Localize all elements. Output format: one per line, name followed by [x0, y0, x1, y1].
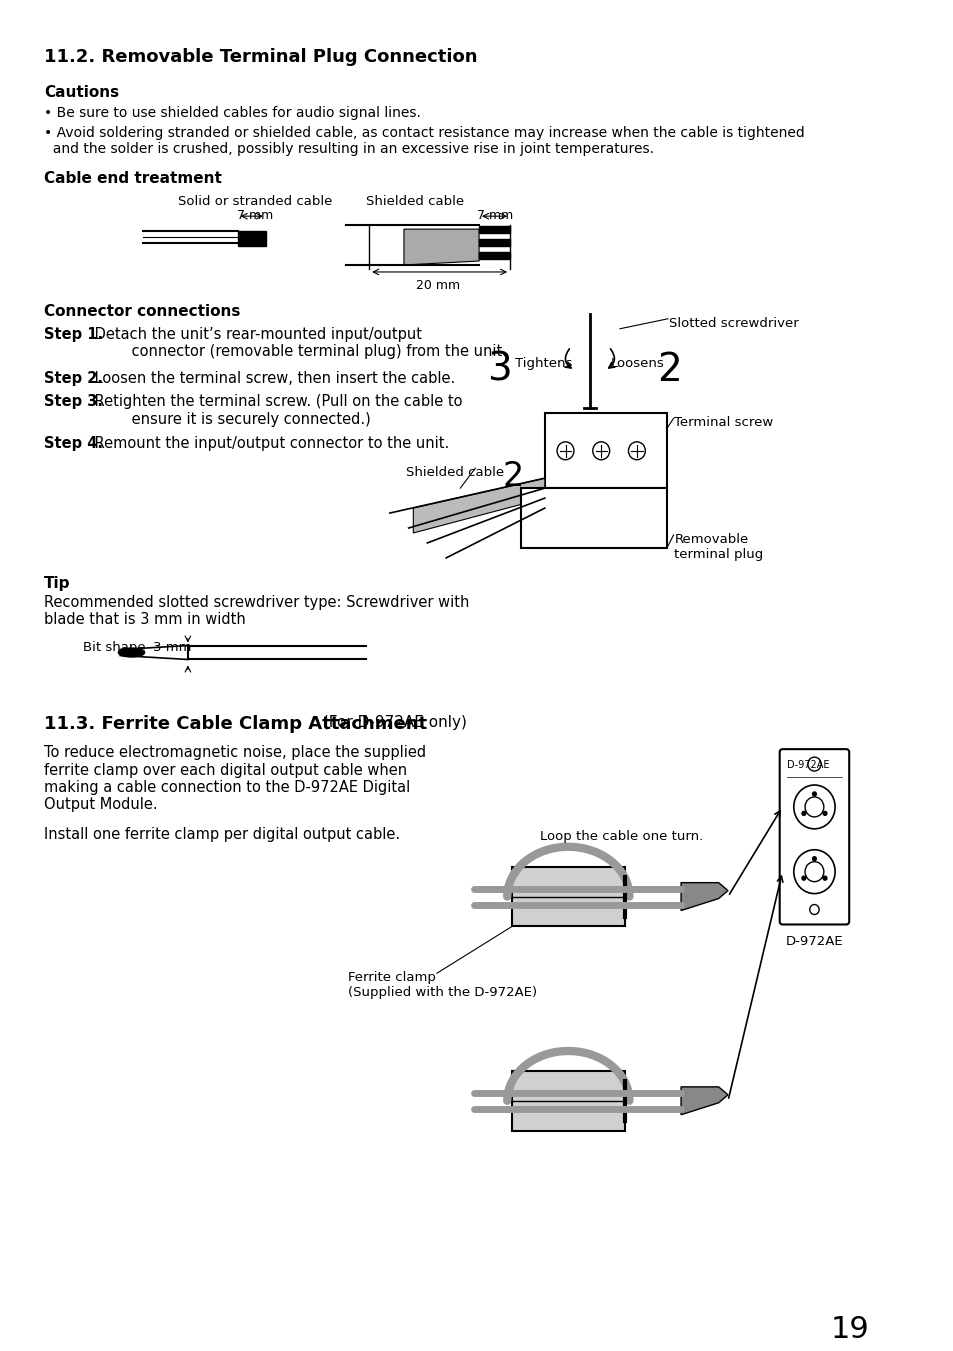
Bar [544, 413, 666, 488]
Circle shape [801, 812, 805, 816]
Text: Cautions: Cautions [44, 85, 119, 100]
Text: Step 3.: Step 3. [44, 394, 103, 409]
Text: 7 mm: 7 mm [236, 209, 273, 222]
Text: D-972AE: D-972AE [786, 761, 829, 770]
Text: Shielded cable: Shielded cable [366, 196, 464, 208]
Text: 20 mm: 20 mm [416, 278, 459, 292]
Bar [512, 1071, 624, 1131]
Text: Install one ferrite clamp per digital output cable.: Install one ferrite clamp per digital ou… [44, 827, 400, 842]
Text: 3 mm: 3 mm [153, 640, 192, 654]
Bar [478, 253, 510, 259]
Text: 7 mm: 7 mm [476, 209, 513, 222]
Circle shape [822, 812, 826, 816]
Text: Ferrite clamp
(Supplied with the D-972AE): Ferrite clamp (Supplied with the D-972AE… [347, 971, 537, 1000]
Text: Step 1.: Step 1. [44, 327, 103, 342]
Bar [520, 488, 666, 549]
Text: Recommended slotted screwdriver type: Screwdriver with
blade that is 3 mm in wid: Recommended slotted screwdriver type: Sc… [44, 594, 469, 627]
Text: Step 4.: Step 4. [44, 436, 103, 451]
Bar [478, 239, 510, 246]
Text: Tip: Tip [44, 576, 71, 590]
Bar [478, 226, 510, 234]
Text: Cable end treatment: Cable end treatment [44, 172, 222, 186]
Text: Detach the unit’s rear-mounted input/output
         connector (removable termin: Detach the unit’s rear-mounted input/out… [91, 327, 507, 359]
Text: (For D-972AE only): (For D-972AE only) [317, 715, 466, 731]
FancyBboxPatch shape [779, 750, 848, 924]
Polygon shape [403, 230, 478, 265]
Circle shape [822, 877, 826, 880]
Polygon shape [413, 478, 544, 532]
Text: 3: 3 [486, 351, 511, 389]
Text: 11.2. Removable Terminal Plug Connection: 11.2. Removable Terminal Plug Connection [44, 47, 477, 66]
Text: Bit shape: Bit shape [83, 640, 145, 654]
Text: Slotted screwdriver: Slotted screwdriver [668, 316, 798, 330]
Text: Solid or stranded cable: Solid or stranded cable [178, 196, 333, 208]
Circle shape [812, 792, 816, 796]
Text: Loosen the terminal screw, then insert the cable.: Loosen the terminal screw, then insert t… [91, 370, 455, 385]
Circle shape [801, 877, 805, 880]
Text: Tightens: Tightens [515, 357, 572, 370]
Text: Shielded cable: Shielded cable [405, 466, 503, 480]
Text: Removable
terminal plug: Removable terminal plug [674, 532, 763, 561]
Text: 11.3. Ferrite Cable Clamp Attachment: 11.3. Ferrite Cable Clamp Attachment [44, 715, 427, 734]
Text: • Avoid soldering stranded or shielded cable, as contact resistance may increase: • Avoid soldering stranded or shielded c… [44, 126, 804, 155]
Text: Terminal screw: Terminal screw [674, 416, 773, 430]
Text: Remount the input/output connector to the unit.: Remount the input/output connector to th… [91, 436, 449, 451]
Polygon shape [680, 1086, 727, 1115]
Text: Step 2.: Step 2. [44, 370, 103, 385]
Bar [512, 867, 624, 927]
Polygon shape [680, 882, 727, 911]
Text: Retighten the terminal screw. (Pull on the cable to
         ensure it is secure: Retighten the terminal screw. (Pull on t… [91, 394, 462, 427]
Text: 2: 2 [657, 351, 681, 389]
Text: Connector connections: Connector connections [44, 304, 240, 319]
Text: 2: 2 [502, 461, 523, 493]
Text: D-972AE: D-972AE [785, 935, 842, 948]
Text: Loop the cable one turn.: Loop the cable one turn. [539, 830, 702, 843]
Circle shape [812, 857, 816, 861]
Ellipse shape [118, 648, 145, 657]
Text: 19: 19 [830, 1315, 868, 1344]
Text: • Be sure to use shielded cables for audio signal lines.: • Be sure to use shielded cables for aud… [44, 105, 420, 120]
Bar [237, 231, 266, 246]
Text: To reduce electromagnetic noise, place the supplied
ferrite clamp over each digi: To reduce electromagnetic noise, place t… [44, 746, 426, 812]
Text: Loosens: Loosens [610, 357, 663, 370]
